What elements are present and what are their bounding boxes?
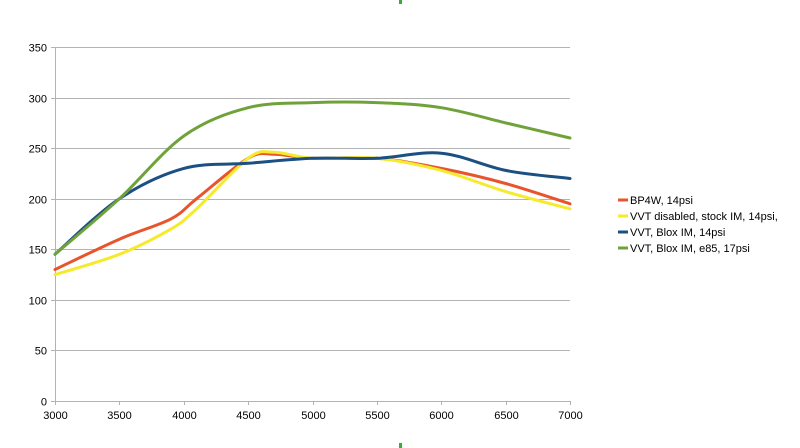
gridlines <box>55 47 570 402</box>
series-lines <box>53 100 572 277</box>
x-tick-label: 7000 <box>558 410 582 422</box>
x-tick-label: 6500 <box>494 410 518 422</box>
x-tick-label: 3000 <box>43 410 67 422</box>
bottom-marker <box>399 443 402 448</box>
x-tick-label: 3500 <box>107 410 131 422</box>
legend-label: BP4W, 14psi <box>630 195 693 207</box>
y-tick-label: 200 <box>29 195 47 207</box>
top-marker <box>399 0 402 4</box>
legend-label: VVT disabled, stock IM, 14psi, <box>630 211 778 223</box>
y-tick-label: 350 <box>29 43 47 55</box>
x-tick-label: 5000 <box>301 410 325 422</box>
x-tick-label: 5500 <box>365 410 389 422</box>
legend: BP4W, 14psi VVT disabled, stock IM, 14psi… <box>618 195 778 255</box>
series-line-2 <box>53 150 572 277</box>
x-tick-label: 6000 <box>429 410 453 422</box>
axes: 0 50 100 150 200 250 300 350 3000 3500 4000 4500 500… <box>29 43 583 423</box>
y-tick-label: 300 <box>29 94 47 106</box>
legend-label: VVT, Blox IM, 14psi <box>630 227 725 239</box>
y-tick-label: 250 <box>29 144 47 156</box>
series-line-4 <box>53 100 572 256</box>
x-tick-label: 4500 <box>236 410 260 422</box>
series-line-1 <box>53 151 572 271</box>
legend-label: VVT, Blox IM, e85, 17psi <box>630 243 750 255</box>
x-tick-label: 4000 <box>172 410 196 422</box>
y-tick-label: 100 <box>29 296 47 308</box>
y-tick-label: 50 <box>35 346 47 358</box>
y-tick-label: 0 <box>41 397 47 409</box>
series-line-3 <box>53 151 572 256</box>
y-tick-label: 150 <box>29 245 47 257</box>
